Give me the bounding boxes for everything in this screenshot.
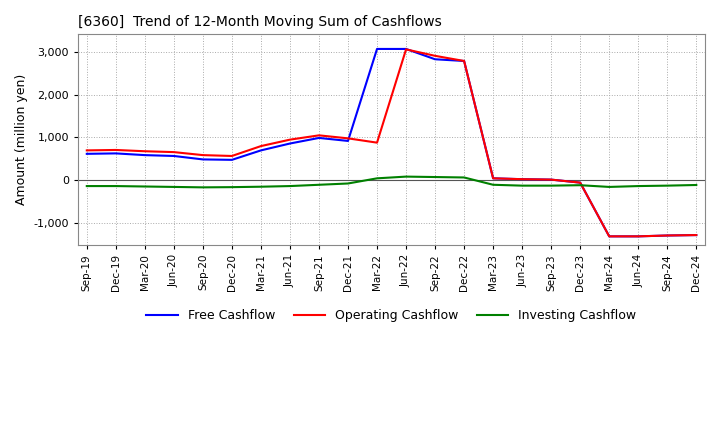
Free Cashflow bbox=[402, 46, 410, 51]
Operating Cashflow bbox=[83, 148, 91, 153]
Operating Cashflow bbox=[256, 143, 265, 149]
Investing Cashflow bbox=[547, 183, 556, 188]
Investing Cashflow bbox=[286, 183, 294, 189]
Free Cashflow bbox=[112, 151, 120, 156]
Free Cashflow bbox=[228, 157, 236, 162]
Line: Investing Cashflow: Investing Cashflow bbox=[87, 176, 696, 187]
Investing Cashflow bbox=[228, 184, 236, 190]
Investing Cashflow bbox=[256, 184, 265, 189]
Operating Cashflow bbox=[489, 176, 498, 181]
Investing Cashflow bbox=[343, 181, 352, 186]
Investing Cashflow bbox=[402, 174, 410, 179]
Operating Cashflow bbox=[169, 150, 178, 155]
Operating Cashflow bbox=[402, 47, 410, 52]
Legend: Free Cashflow, Operating Cashflow, Investing Cashflow: Free Cashflow, Operating Cashflow, Inves… bbox=[141, 304, 642, 327]
Investing Cashflow bbox=[605, 184, 613, 190]
Operating Cashflow bbox=[431, 53, 439, 59]
Investing Cashflow bbox=[83, 183, 91, 189]
Operating Cashflow bbox=[605, 234, 613, 239]
Operating Cashflow bbox=[460, 59, 469, 64]
Free Cashflow bbox=[605, 234, 613, 239]
Investing Cashflow bbox=[634, 183, 642, 189]
Free Cashflow bbox=[286, 141, 294, 146]
Operating Cashflow bbox=[373, 140, 382, 145]
Free Cashflow bbox=[140, 153, 149, 158]
Free Cashflow bbox=[663, 233, 672, 238]
Investing Cashflow bbox=[460, 175, 469, 180]
Free Cashflow bbox=[634, 234, 642, 239]
Investing Cashflow bbox=[489, 182, 498, 187]
Operating Cashflow bbox=[315, 133, 323, 138]
Line: Operating Cashflow: Operating Cashflow bbox=[87, 49, 696, 236]
Operating Cashflow bbox=[518, 176, 526, 182]
Free Cashflow bbox=[518, 176, 526, 182]
Operating Cashflow bbox=[228, 153, 236, 158]
Investing Cashflow bbox=[663, 183, 672, 188]
Free Cashflow bbox=[315, 135, 323, 140]
Line: Free Cashflow: Free Cashflow bbox=[87, 49, 696, 236]
Free Cashflow bbox=[199, 157, 207, 162]
Y-axis label: Amount (million yen): Amount (million yen) bbox=[15, 74, 28, 205]
Investing Cashflow bbox=[692, 182, 701, 187]
Investing Cashflow bbox=[169, 184, 178, 190]
Operating Cashflow bbox=[343, 136, 352, 141]
Free Cashflow bbox=[489, 176, 498, 181]
Operating Cashflow bbox=[286, 137, 294, 142]
Free Cashflow bbox=[431, 57, 439, 62]
Investing Cashflow bbox=[315, 182, 323, 187]
Investing Cashflow bbox=[518, 183, 526, 188]
Free Cashflow bbox=[343, 138, 352, 143]
Free Cashflow bbox=[576, 180, 585, 185]
Investing Cashflow bbox=[199, 185, 207, 190]
Operating Cashflow bbox=[663, 233, 672, 238]
Investing Cashflow bbox=[112, 183, 120, 189]
Operating Cashflow bbox=[547, 177, 556, 182]
Operating Cashflow bbox=[692, 232, 701, 238]
Text: [6360]  Trend of 12-Month Moving Sum of Cashflows: [6360] Trend of 12-Month Moving Sum of C… bbox=[78, 15, 442, 29]
Operating Cashflow bbox=[199, 153, 207, 158]
Investing Cashflow bbox=[373, 176, 382, 181]
Free Cashflow bbox=[256, 148, 265, 153]
Free Cashflow bbox=[373, 46, 382, 51]
Free Cashflow bbox=[169, 153, 178, 158]
Free Cashflow bbox=[460, 59, 469, 64]
Free Cashflow bbox=[83, 151, 91, 157]
Operating Cashflow bbox=[634, 234, 642, 239]
Operating Cashflow bbox=[140, 149, 149, 154]
Investing Cashflow bbox=[576, 183, 585, 188]
Investing Cashflow bbox=[140, 184, 149, 189]
Operating Cashflow bbox=[576, 180, 585, 185]
Free Cashflow bbox=[692, 232, 701, 238]
Investing Cashflow bbox=[431, 174, 439, 180]
Free Cashflow bbox=[547, 177, 556, 182]
Operating Cashflow bbox=[112, 147, 120, 153]
